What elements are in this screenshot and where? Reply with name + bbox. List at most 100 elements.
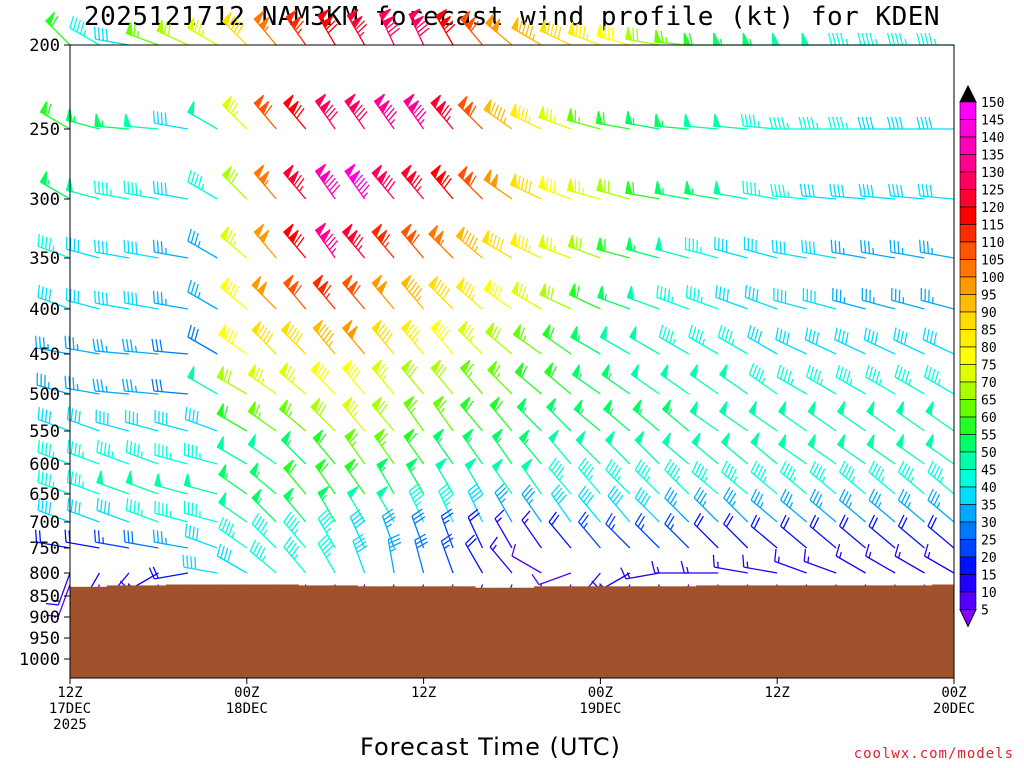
barb-staff [634,523,660,549]
barb-full [131,531,134,544]
wind-barb [597,285,631,310]
barb-full [44,236,48,250]
barb-full [860,239,863,253]
wind-barb [685,285,719,310]
barb-full [97,291,101,304]
barb-full [96,498,99,511]
colorbar-label: 70 [981,376,997,391]
barb-full [521,21,527,35]
barb-full [349,366,359,378]
barb-staff [868,525,896,549]
barb-full [353,104,363,115]
barb-half [83,29,87,37]
barb-staff [66,299,100,310]
barb-full [780,366,785,380]
wind-barb [282,94,307,130]
barb-full [72,17,78,31]
barb-full [187,228,192,242]
barb-full [557,26,562,40]
barb-half [140,509,143,516]
barb-full [930,368,936,382]
wind-barb [247,434,277,465]
barb-staff [607,495,631,523]
barb-pennant [567,21,575,37]
barb-pennant [282,487,294,502]
barb-pennant [625,237,634,252]
barb-full [637,515,646,528]
barb-full [726,289,729,302]
barb-pennant [123,113,132,128]
barb-pennant [218,324,227,340]
barb-half [845,38,849,46]
barb-full [288,368,295,381]
barb-half [626,572,631,579]
wind-barb [280,431,307,465]
colorbar-label: 110 [981,236,1004,251]
wind-barb [187,17,218,46]
barb-pennant [683,113,692,128]
barb-half [321,494,328,500]
wind-barb [925,434,955,465]
barb-pennant [801,32,810,46]
barb-full [839,32,845,46]
wind-barb [37,234,71,259]
wind-barb [578,485,601,523]
wind-barb [809,488,837,523]
barb-half [661,120,664,127]
barb-full [827,32,833,46]
barb-pennant [247,434,256,450]
barb-full [897,488,905,501]
barb-full [443,177,452,189]
barb-full [70,499,74,512]
barb-full [607,485,616,497]
barb-full [92,338,96,352]
barb-full [786,465,793,478]
terrain-block [298,585,358,678]
wind-barb [125,21,159,46]
wind-barb [282,164,307,200]
barb-staff [809,499,837,523]
colorbar-label: 85 [981,324,997,339]
barb-full [78,474,81,487]
barb-pennant [632,399,642,415]
barb-full [152,529,156,543]
barb-full [750,182,753,195]
barb-half [467,437,473,444]
barb-full [838,488,846,501]
barb-full [634,487,643,499]
barb-pennant [319,170,331,184]
barb-pennant [403,93,415,108]
wind-barb [712,554,748,574]
barb-half [553,116,556,123]
wind-barb [632,399,660,432]
barb-full [789,468,796,481]
barb-full [694,463,702,476]
wind-barb [93,180,130,200]
wind-barb [518,429,542,465]
barb-full [93,26,97,40]
barb-full [868,514,876,527]
barb-full [927,514,934,527]
barb-half [363,192,369,198]
barb-full [357,23,368,34]
barb-full [769,116,774,130]
barb-full [780,460,787,473]
barb-staff [154,192,188,200]
barb-full [152,566,159,579]
credit-link[interactable]: coolwx.com/models [853,746,1014,762]
barb-full [70,441,74,454]
barb-full [809,488,817,501]
wind-barb [317,509,336,549]
barb-full [101,28,104,41]
barb-pennant [435,100,447,115]
barb-pennant [288,170,299,185]
barb-full [46,603,59,606]
barb-full [131,292,134,305]
barb-full [747,324,752,338]
barb-full [97,240,101,253]
x-tick-label: 17DEC [49,701,91,717]
barb-pennant [654,181,663,195]
barb-full [494,328,502,341]
barb-full [323,284,332,296]
wind-barb [693,487,719,523]
